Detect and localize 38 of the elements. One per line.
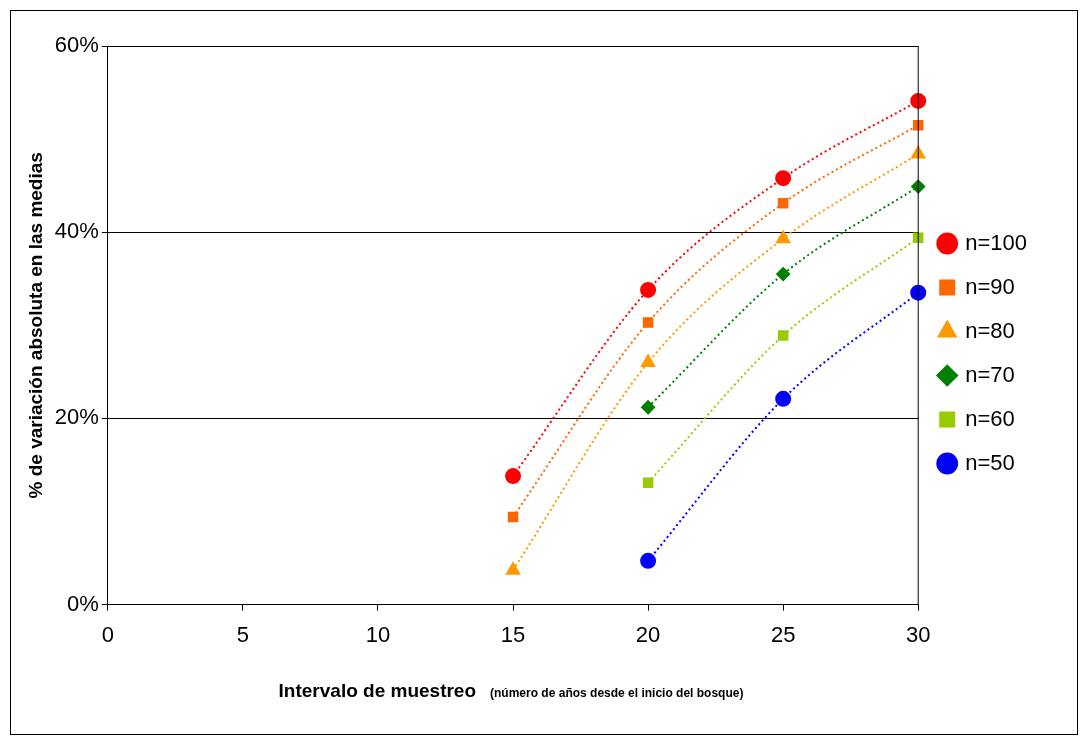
- x-tick-label: 25: [770, 621, 796, 647]
- y-axis-title: % de variación absoluta en las medias: [24, 152, 46, 499]
- x-axis-title: Intervalo de muestreo: [278, 680, 477, 701]
- x-tick-label: 10: [365, 621, 391, 647]
- point: [507, 511, 519, 523]
- legend-label: n=50: [965, 449, 1015, 475]
- point: [775, 170, 792, 187]
- point: [910, 92, 927, 109]
- legend-label: n=70: [965, 361, 1015, 387]
- point: [911, 179, 926, 194]
- point: [505, 468, 522, 485]
- x-tick-label: 0: [101, 621, 114, 647]
- x-tick-label: 5: [236, 621, 250, 647]
- legend-label: n=80: [965, 317, 1015, 343]
- point: [775, 390, 792, 407]
- point: [776, 230, 791, 244]
- point: [777, 330, 789, 341]
- text: (número de años desde el inicio del bosque): [490, 686, 744, 700]
- x-tick-label: 15: [500, 621, 526, 647]
- point: [641, 354, 656, 368]
- point: [642, 477, 654, 488]
- x-tick-label: 30: [905, 621, 931, 647]
- point: [640, 281, 657, 298]
- legend-label: n=100: [965, 229, 1028, 255]
- point: [640, 552, 657, 569]
- x-tick-label: 20: [635, 621, 661, 647]
- point: [776, 267, 791, 282]
- point: [777, 198, 789, 209]
- point: [910, 284, 927, 301]
- point: [641, 400, 656, 415]
- point: [642, 317, 654, 328]
- legend-label: n=90: [965, 273, 1015, 299]
- y-tick-label: 0%: [67, 590, 99, 616]
- y-tick-label: 20%: [54, 404, 99, 430]
- legend-label: n=60: [965, 405, 1015, 431]
- y-tick-label: 40%: [54, 218, 99, 244]
- y-tick-label: 60%: [54, 32, 99, 58]
- point: [505, 562, 521, 575]
